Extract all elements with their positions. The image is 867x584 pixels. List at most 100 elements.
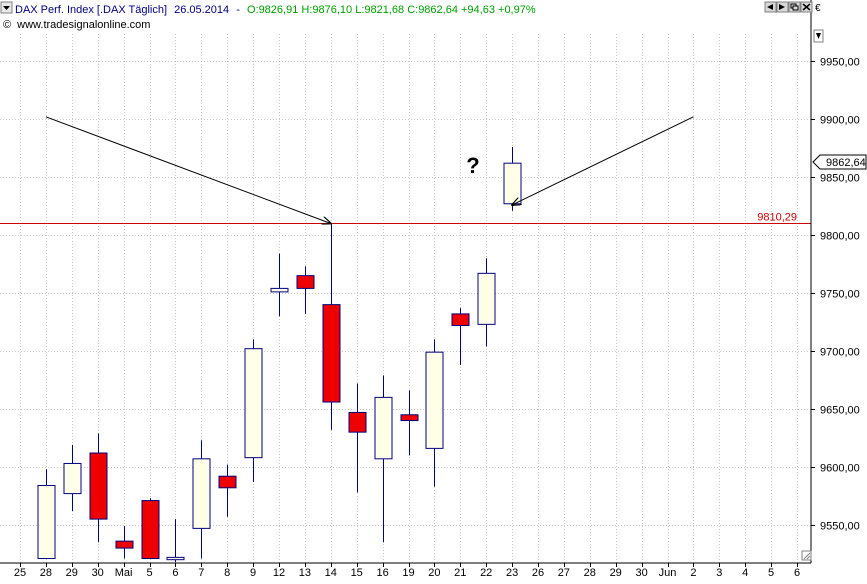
svg-text:© www.tradesignalonlin: © www.tradesignalonline.com — [3, 19, 150, 31]
candle — [63, 444, 82, 511]
header: DAX Perf. Index [.DAX Täglich] 26.05.201… — [0, 1, 536, 31]
website-link[interactable]: www.tradesignalonline.com — [16, 19, 150, 31]
scroll-left-icon[interactable] — [764, 1, 777, 13]
x-tick-label: 15 — [351, 567, 363, 579]
candle-body — [503, 162, 522, 205]
x-tick-label: 30 — [635, 567, 647, 579]
candle — [348, 383, 367, 493]
y-tick-label: 9700,00 — [820, 347, 860, 359]
header-date: 26.05.2014 — [174, 4, 229, 16]
x-tick-label: 7 — [198, 567, 204, 579]
x-tick-label: 25 — [14, 567, 26, 579]
candle-body — [451, 313, 470, 326]
candle — [451, 308, 470, 365]
window-controls — [764, 1, 813, 13]
candle-body — [115, 540, 134, 549]
resistance-label: 9810,29 — [757, 212, 797, 224]
candle-body — [244, 348, 263, 459]
candle-body — [218, 475, 237, 489]
x-tick-label: 30 — [92, 567, 104, 579]
x-tick-label: 12 — [273, 567, 285, 579]
x-tick-label: 28 — [584, 567, 596, 579]
candle-body — [192, 458, 211, 529]
x-tick-label: 13 — [299, 567, 311, 579]
x-tick-label: 27 — [558, 567, 570, 579]
y-tick-label: 9750,00 — [820, 289, 860, 301]
candle-body — [400, 414, 419, 422]
y-tick-label: 9950,00 — [820, 57, 860, 69]
last-price-marker: 9862,64 — [812, 154, 867, 170]
price-axis: 9550,00 9600,00 9650,00 9700,00 9750,00 9800,… — [811, 57, 860, 533]
ohlc-text: O:9826,91 H:9876,10 L:9821,68 C:9862,64 … — [247, 4, 536, 16]
x-tick-label: 22 — [480, 567, 492, 579]
copyright-symbol: © — [3, 19, 11, 31]
y-tick-label: 9550,00 — [820, 521, 860, 533]
candle-body — [348, 411, 367, 433]
x-tick-label: 23 — [506, 567, 518, 579]
candle-body — [63, 462, 82, 495]
candle — [374, 375, 393, 543]
header-separator: - — [236, 4, 240, 16]
y-tick-label: 9600,00 — [820, 463, 860, 475]
candle-body — [166, 556, 185, 561]
y-tick-label: 9800,00 — [820, 231, 860, 243]
candle-body — [37, 484, 56, 560]
x-tick-label: 3 — [716, 567, 722, 579]
x-tick-label: Mai — [115, 567, 133, 579]
resize-grip-icon[interactable] — [801, 550, 812, 561]
candle — [425, 339, 444, 487]
x-tick-label: 2 — [690, 567, 696, 579]
candle-body — [141, 500, 160, 560]
scale-toggle-icon[interactable] — [813, 29, 824, 43]
y-tick-label: 9650,00 — [820, 405, 860, 417]
candle — [192, 440, 211, 559]
x-tick-label: 6 — [794, 567, 800, 579]
candle — [141, 498, 160, 560]
question-mark: ? — [466, 153, 479, 178]
x-tick-label: 21 — [454, 567, 466, 579]
candle — [477, 258, 496, 347]
candle-body — [477, 272, 496, 325]
currency-symbol: € — [815, 3, 821, 14]
dropdown-arrow-icon[interactable] — [0, 1, 13, 14]
candle — [89, 433, 108, 543]
y-tick-label: 9900,00 — [820, 115, 860, 127]
candle — [296, 266, 315, 314]
x-tick-label: Jun — [659, 567, 677, 579]
y-tick-label: 9850,00 — [820, 173, 860, 185]
x-tick-label: 5 — [146, 567, 152, 579]
x-tick-label: 16 — [376, 567, 388, 579]
x-tick-label: 28 — [40, 567, 52, 579]
candle — [115, 526, 134, 559]
candle — [166, 519, 185, 562]
candle — [270, 253, 289, 317]
close-icon[interactable] — [800, 1, 813, 13]
candle — [218, 464, 237, 517]
x-tick-label: 19 — [402, 567, 414, 579]
x-tick-label: 9 — [250, 567, 256, 579]
svg-text:DAX Perf. Index [.DAX Täglich]: DAX Perf. Index [.DAX Täglich] 26.05.201… — [15, 4, 536, 16]
candle-body — [296, 275, 315, 289]
annotation-arrow — [45, 116, 331, 224]
candle — [37, 469, 56, 560]
last-price-label: 9862,64 — [826, 157, 866, 169]
candle-layer — [37, 146, 522, 562]
candle — [244, 339, 263, 483]
x-tick-label: 29 — [66, 567, 78, 579]
x-tick-label: 29 — [610, 567, 622, 579]
instrument-title: DAX Perf. Index [.DAX Täglich] — [15, 4, 167, 16]
annotation-layer — [45, 116, 694, 224]
x-tick-label: 6 — [172, 567, 178, 579]
restore-icon[interactable] — [788, 1, 801, 13]
x-tick-label: 14 — [325, 567, 337, 579]
candle-body — [425, 351, 444, 449]
candle — [322, 223, 341, 430]
annotation-arrow — [512, 116, 694, 205]
candle-body — [270, 287, 289, 293]
scroll-right-icon[interactable] — [776, 1, 789, 13]
x-tick-label: 8 — [224, 567, 230, 579]
x-tick-label: 4 — [742, 567, 748, 579]
